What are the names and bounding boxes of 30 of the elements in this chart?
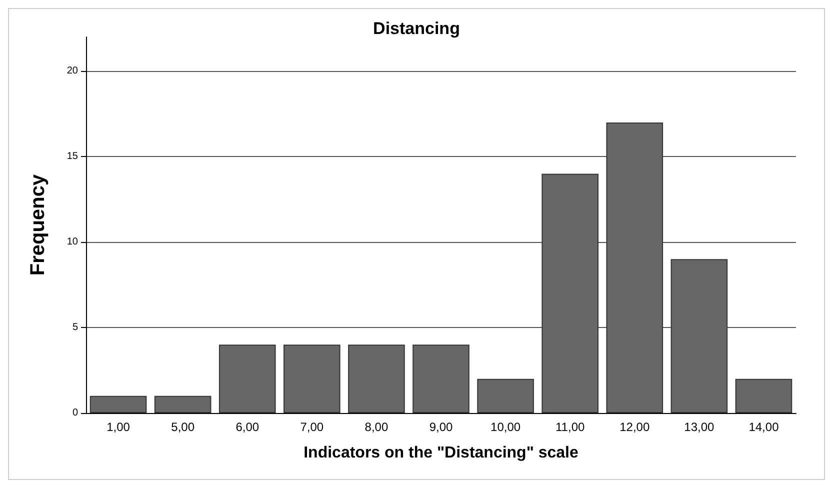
y-tick-label: 0 xyxy=(72,408,78,418)
bar xyxy=(154,396,212,413)
bar xyxy=(218,344,276,413)
x-tick-label: 8,00 xyxy=(364,420,388,434)
x-axis-title: Indicators on the "Distancing" scale xyxy=(304,444,578,462)
bar xyxy=(477,378,534,413)
bar xyxy=(412,344,470,413)
bar xyxy=(735,378,792,413)
bar xyxy=(284,344,340,413)
bar xyxy=(670,259,728,413)
y-tick-label: 5 xyxy=(72,322,78,334)
chart-title: Distancing xyxy=(373,19,460,38)
x-tick-label: 12,00 xyxy=(620,420,650,434)
x-tick-label: 13,00 xyxy=(684,420,715,434)
x-tick-label: 10,00 xyxy=(490,420,521,434)
bar xyxy=(542,174,598,413)
x-tick-label: 14,00 xyxy=(748,420,780,434)
x-tick-label: 11,00 xyxy=(556,420,585,434)
x-tick-label: 1,00 xyxy=(106,420,130,434)
x-tick-label: 5,00 xyxy=(171,420,195,434)
y-tick-label: 15 xyxy=(66,151,78,162)
bar xyxy=(348,344,405,413)
x-tick-label: 6,00 xyxy=(236,420,260,434)
bar xyxy=(606,122,664,413)
y-tick-label: 10 xyxy=(66,236,78,248)
bar xyxy=(90,396,147,413)
x-tick-label: 9,00 xyxy=(429,420,453,434)
x-tick-label: 7,00 xyxy=(300,420,324,434)
y-tick-label: 20 xyxy=(66,66,78,77)
y-axis-title: Frequency xyxy=(27,174,49,276)
